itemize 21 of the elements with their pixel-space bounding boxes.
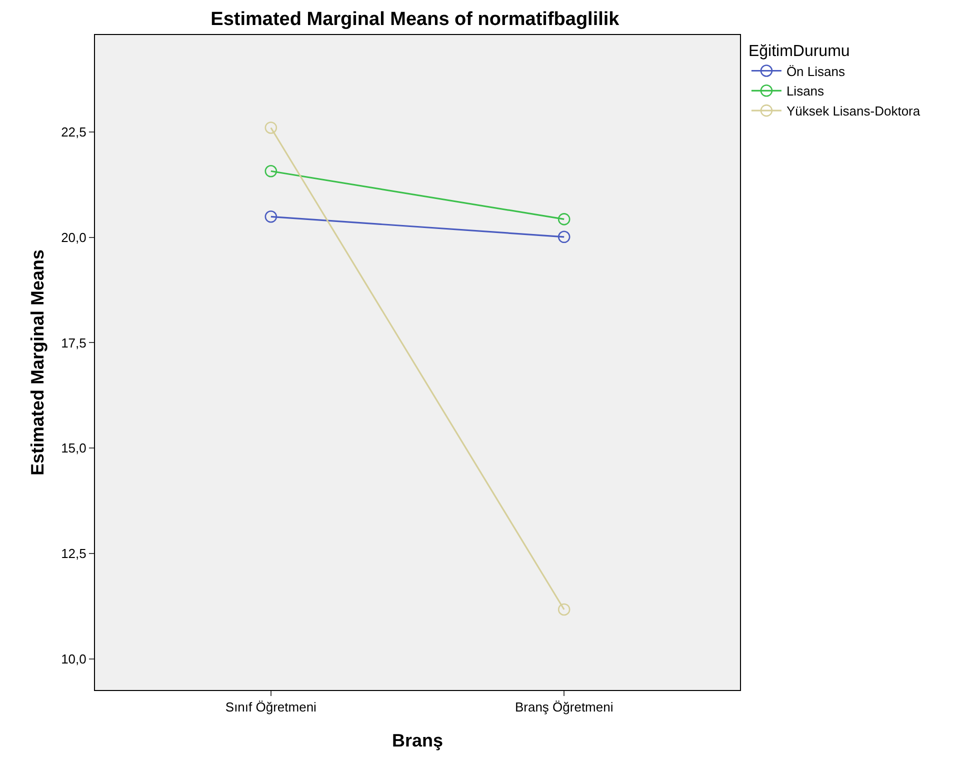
x-tick-label: Sınıf Öğretmeni	[225, 700, 317, 715]
legend-label: Lisans	[786, 84, 825, 99]
legend-label: Ön Lisans	[786, 64, 846, 79]
point	[264, 210, 278, 223]
y-tick-label: 20,0	[61, 230, 86, 245]
y-tick-label: 22,5	[61, 124, 86, 140]
x-tick-label: Branş Öğretmeni	[514, 700, 614, 715]
point	[264, 122, 278, 134]
point	[558, 603, 570, 616]
y-tick-label: 10,0	[61, 651, 86, 666]
point	[558, 213, 570, 226]
legend-label: Yüksek Lisans-Doktora	[786, 104, 921, 119]
chart-title: Estimated Marginal Means of normatifbaglilik	[210, 8, 620, 30]
y-axis-title: Estimated Marginal Means	[27, 249, 48, 476]
x-axis-title: Branş	[392, 730, 444, 751]
point	[264, 164, 278, 178]
legend-title: EğitimDurumu	[748, 42, 850, 60]
point	[558, 230, 570, 244]
y-tick-label: 15,0	[61, 440, 86, 456]
y-tick-label: 12,5	[61, 546, 86, 561]
y-tick-label: 17,5	[61, 335, 86, 350]
